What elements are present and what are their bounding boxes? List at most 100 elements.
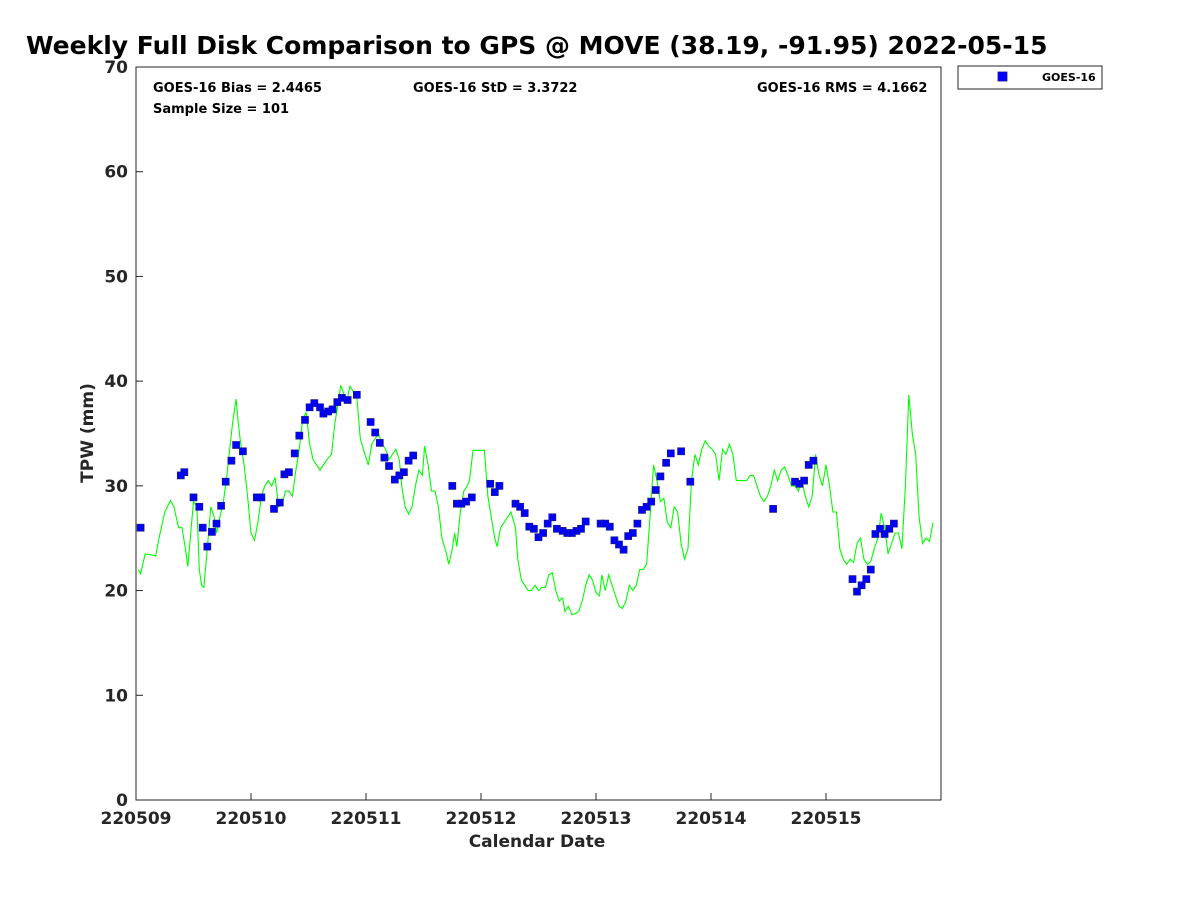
y-tick-label: 50	[104, 267, 128, 287]
goes16-point	[885, 524, 894, 533]
goes16-point	[534, 533, 543, 542]
goes16-point	[189, 493, 198, 502]
goes16-point	[516, 502, 524, 511]
goes16-point	[848, 575, 857, 583]
x-axis: 220509 220510 220511 220512 220513 220514 2205…	[101, 793, 862, 829]
y-tick-label: 30	[104, 477, 128, 497]
goes16-point	[686, 477, 695, 486]
goes16-point	[605, 522, 614, 531]
goes16-point	[486, 479, 495, 488]
goes16-point	[208, 528, 216, 536]
goes16-point	[232, 441, 240, 449]
goes16-point	[270, 505, 278, 513]
y-axis-label: TPW (mm)	[78, 383, 98, 483]
goes16-point	[310, 399, 319, 407]
std-stat: GOES-16 StD = 3.3722	[413, 81, 577, 96]
legend: GOES-16	[957, 65, 1103, 90]
goes16-point	[548, 513, 557, 522]
goes16-point	[642, 502, 651, 511]
legend-label-goes16: GOES-16	[1042, 71, 1096, 84]
goes16-point	[212, 519, 221, 528]
goes16-point	[328, 405, 337, 414]
goes16-point	[290, 449, 299, 458]
x-tick-label: 220510	[216, 809, 287, 829]
goes16-point	[400, 468, 408, 477]
sample-size-stat: Sample Size = 101	[153, 102, 289, 117]
goes16-point	[857, 581, 866, 590]
goes16-point	[380, 453, 389, 462]
legend-box	[957, 65, 1103, 90]
bias-stat: GOES-16 Bias = 2.4465	[153, 81, 322, 96]
goes16-point	[853, 587, 861, 596]
x-tick-label: 220512	[446, 809, 517, 829]
goes16-point	[301, 416, 309, 424]
goes16-point	[800, 476, 808, 485]
goes16-point	[862, 575, 871, 583]
goes16-point	[409, 451, 418, 460]
x-axis-label: Calendar Date	[469, 832, 606, 852]
goes16-point	[577, 524, 585, 533]
legend-marker-goes16	[997, 71, 1008, 82]
goes16-point	[530, 524, 538, 533]
goes16-point	[633, 519, 642, 528]
goes16-point	[366, 418, 375, 426]
goes16-point	[809, 456, 818, 465]
y-axis: 0 10 20 30 40 50 60 70	[104, 58, 143, 811]
goes16-point	[217, 501, 225, 510]
y-tick-label: 10	[104, 686, 128, 706]
goes16-point	[651, 486, 660, 494]
rms-stat: GOES-16 RMS = 4.1662	[757, 81, 927, 96]
y-tick-label: 60	[104, 163, 128, 183]
goes16-point	[769, 505, 777, 513]
goes16-point	[375, 439, 384, 447]
goes16-point	[275, 498, 284, 507]
x-tick-label: 220511	[331, 809, 402, 829]
goes16-point	[305, 403, 314, 412]
goes16-point	[619, 545, 628, 554]
goes16-point	[581, 517, 590, 526]
x-tick-label: 220514	[676, 809, 747, 829]
goes16-point	[136, 523, 145, 532]
y-tick-label: 0	[116, 791, 128, 811]
goes16-point	[371, 428, 380, 437]
goes16-point	[390, 475, 399, 484]
goes16-point	[495, 482, 504, 490]
goes16-point	[316, 403, 324, 412]
goes16-point	[647, 497, 656, 506]
x-tick-label: 220513	[561, 809, 632, 829]
goes16-point	[343, 396, 352, 404]
goes16-point	[285, 468, 293, 477]
goes16-point	[198, 523, 207, 532]
goes16-point	[880, 530, 889, 538]
goes16-point	[656, 472, 665, 481]
goes16-point	[180, 468, 189, 477]
goes16-point	[520, 509, 529, 517]
y-tick-label: 20	[104, 582, 128, 602]
goes16-point	[490, 488, 499, 496]
goes16-point	[195, 502, 204, 511]
goes16-point	[467, 493, 476, 502]
goes16-point	[221, 477, 230, 486]
goes16-point	[404, 456, 413, 465]
gps-line	[137, 384, 934, 616]
plot-area	[135, 66, 942, 801]
goes16-point	[610, 536, 619, 545]
gps-series	[137, 384, 934, 616]
x-tick-label: 220515	[791, 809, 862, 829]
goes16-point	[628, 529, 637, 537]
goes16-point	[295, 431, 304, 440]
goes16-point	[543, 519, 552, 528]
y-tick-label: 70	[104, 58, 128, 78]
goes16-point	[239, 447, 247, 456]
goes16-point	[333, 398, 342, 406]
goes16-point	[539, 529, 547, 537]
x-tick-label: 220509	[101, 809, 172, 829]
goes16-point	[615, 540, 623, 549]
goes16-point	[352, 390, 361, 399]
goes16-point	[890, 519, 898, 528]
goes16-point	[462, 497, 470, 506]
goes16-point	[804, 461, 813, 469]
goes16-point	[448, 482, 457, 490]
goes16-point	[227, 456, 236, 465]
